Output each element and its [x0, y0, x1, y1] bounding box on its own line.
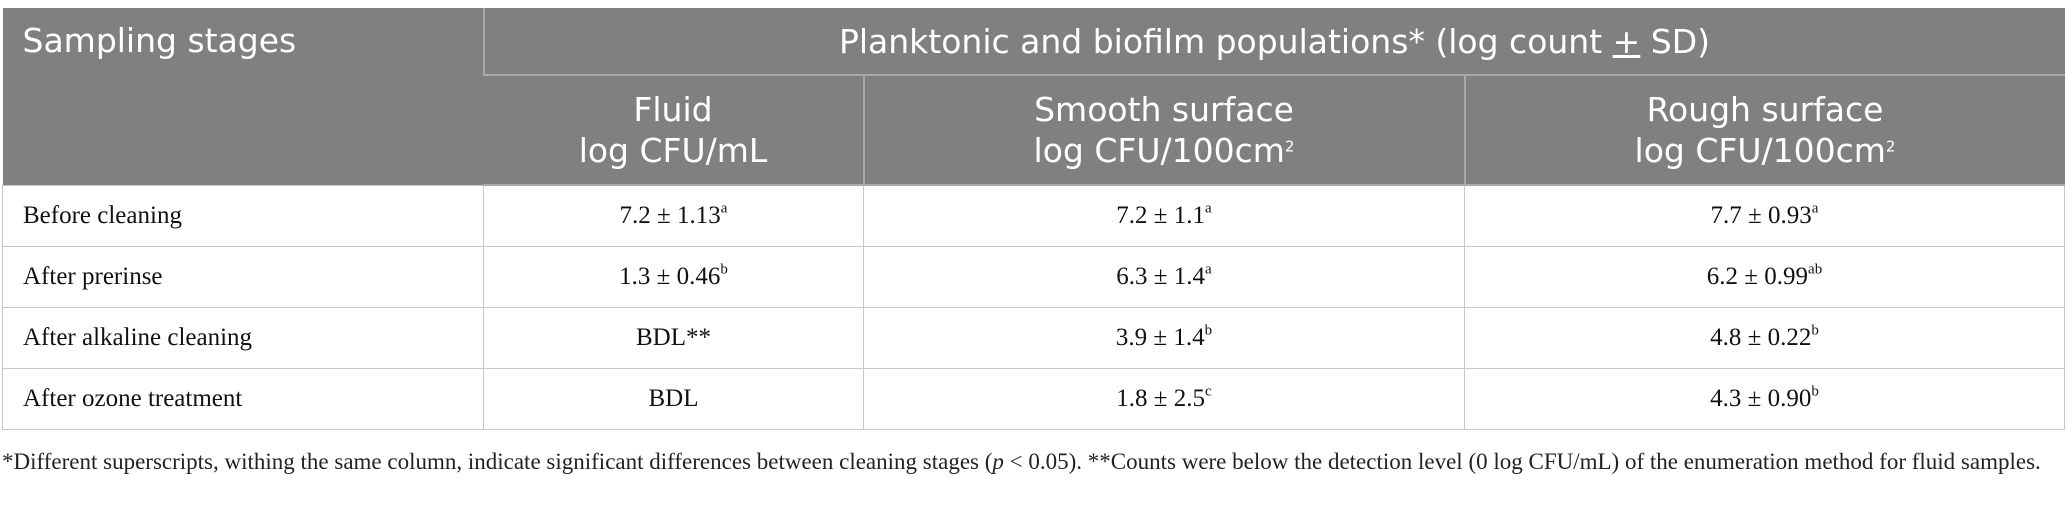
value-cell: 4.3 ± 0.90b [1463, 368, 2066, 430]
stage-cell: Before cleaning [2, 184, 484, 247]
value-cell: BDL** [483, 307, 864, 369]
column-header-smooth-surface: Smooth surface log CFU/100cm2 [862, 75, 1465, 186]
value-cell: 6.2 ± 0.99ab [1463, 246, 2066, 308]
plus-minus-sign: + [1612, 21, 1641, 61]
value-cell: 1.3 ± 0.46b [483, 246, 864, 308]
table-body: Before cleaning 7.2 ± 1.13a 7.2 ± 1.1a 7… [2, 184, 2066, 430]
table-row: After prerinse 1.3 ± 0.46b 6.3 ± 1.4a 6.… [2, 246, 2066, 308]
value-cell: 3.9 ± 1.4b [863, 307, 1465, 369]
column-title: Fluid [633, 90, 713, 129]
column-unit: log CFU/100cm2 [1634, 131, 1896, 170]
column-title: Smooth surface [1034, 90, 1294, 129]
column-title: Rough surface [1646, 90, 1884, 129]
group-label-post: SD) [1640, 21, 1711, 61]
column-unit: log CFU/mL [578, 131, 768, 170]
populations-group-header: Planktonic and biofilm populations* (log… [482, 8, 2065, 76]
column-unit: log CFU/100cm2 [1033, 131, 1295, 170]
table-row: Before cleaning 7.2 ± 1.13a 7.2 ± 1.1a 7… [2, 184, 2066, 247]
table-row: After alkaline cleaning BDL** 3.9 ± 1.4b… [2, 307, 2066, 369]
sampling-stages-label: Sampling stages [22, 21, 297, 60]
value-cell: 6.3 ± 1.4a [863, 246, 1465, 308]
sampling-stages-header: Sampling stages [2, 8, 484, 185]
value-cell: 4.8 ± 0.22b [1463, 307, 2066, 369]
stage-cell: After prerinse [2, 246, 484, 308]
table-header: Sampling stages Planktonic and biofilm p… [2, 8, 2065, 186]
stage-cell: After ozone treatment [2, 368, 484, 430]
results-table: Sampling stages Planktonic and biofilm p… [2, 8, 2066, 430]
group-label-pre: Planktonic and biofilm populations* (log… [838, 21, 1613, 61]
table-row: After ozone treatment BDL 1.8 ± 2.5c 4.3… [2, 368, 2066, 430]
value-cell: 7.7 ± 0.93a [1463, 184, 2066, 247]
column-header-fluid: Fluid log CFU/mL [483, 75, 864, 186]
value-cell: 7.2 ± 1.1a [863, 184, 1465, 247]
value-cell: BDL [483, 368, 864, 430]
table-footnote: *Different superscripts, withing the sam… [2, 449, 2041, 474]
column-header-rough-surface: Rough surface log CFU/100cm2 [1463, 75, 2065, 186]
stage-cell: After alkaline cleaning [2, 307, 484, 369]
value-cell: 7.2 ± 1.13a [483, 184, 864, 247]
value-cell: 1.8 ± 2.5c [863, 368, 1465, 430]
